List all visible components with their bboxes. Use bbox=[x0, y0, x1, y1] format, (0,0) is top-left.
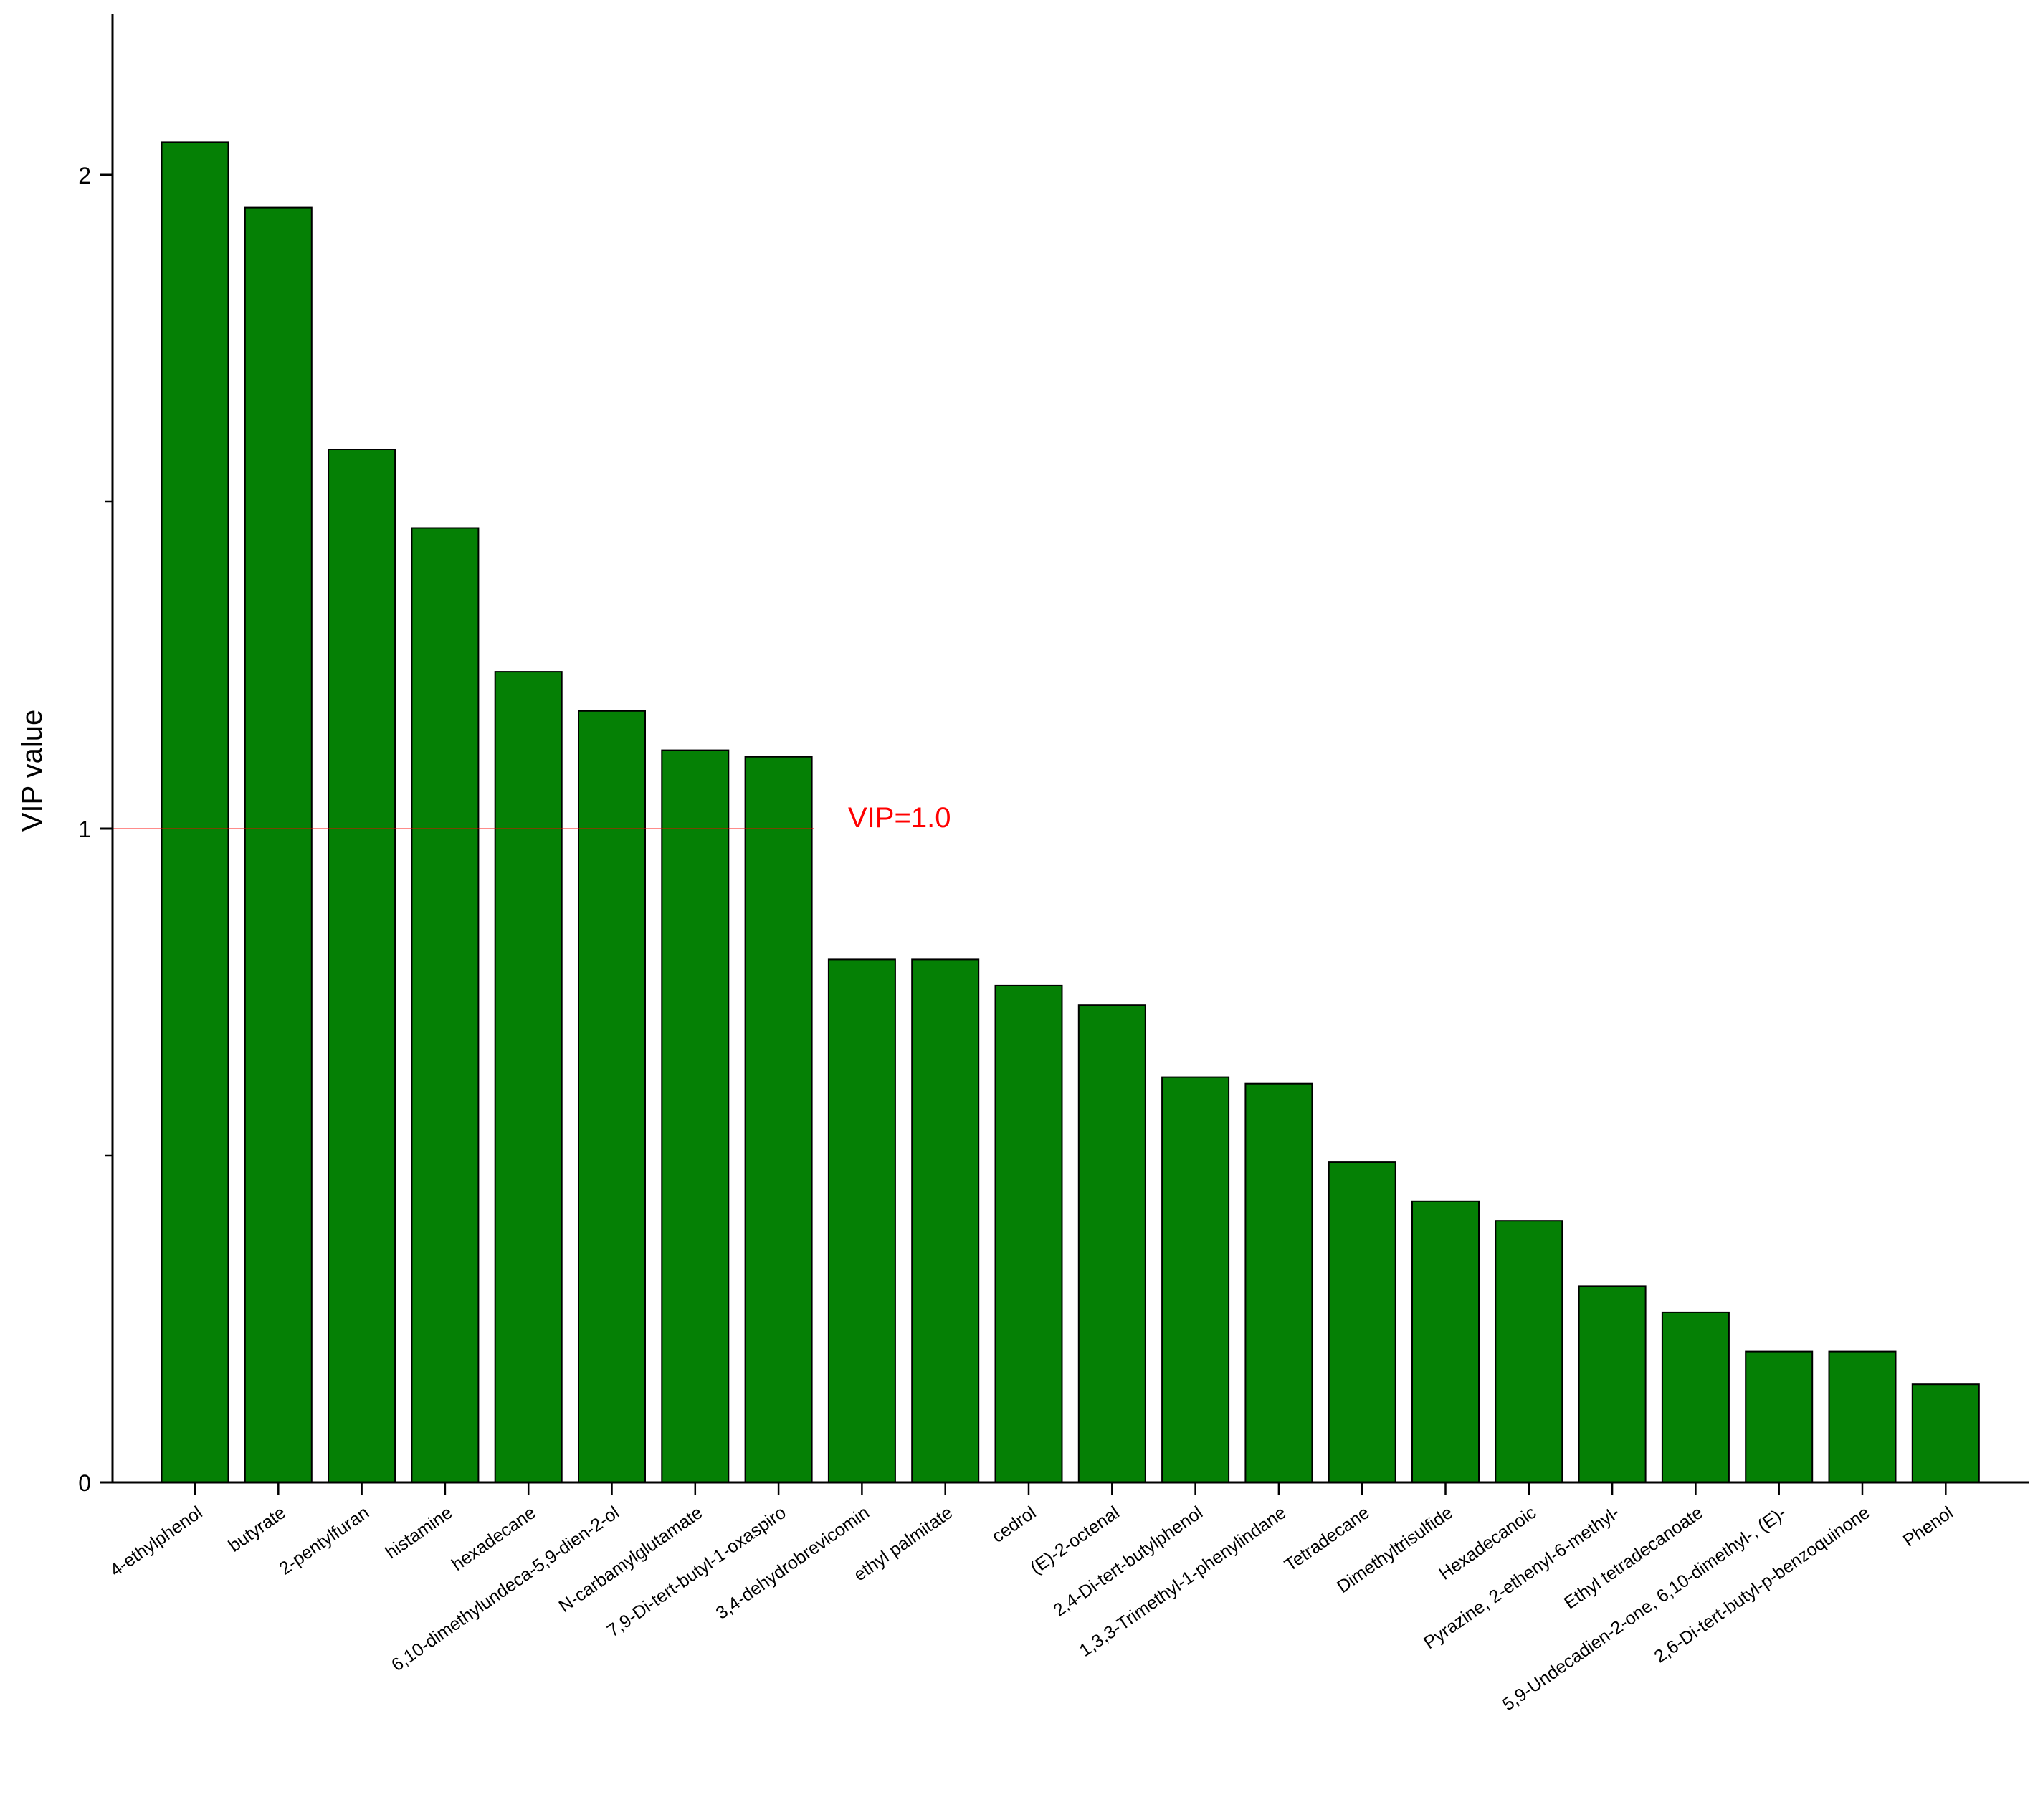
bar-2 bbox=[328, 449, 396, 1483]
x-tick-label: butyrate bbox=[225, 1502, 290, 1556]
bar-6 bbox=[661, 749, 730, 1483]
x-tick-label: histamine bbox=[382, 1502, 457, 1563]
bar-7 bbox=[744, 756, 813, 1483]
bar-9 bbox=[911, 958, 980, 1483]
bar-11 bbox=[1077, 1004, 1146, 1483]
y-tick-label: 0 bbox=[78, 1470, 91, 1496]
x-tick-label: cedrol bbox=[989, 1502, 1040, 1547]
bar-8 bbox=[827, 958, 896, 1483]
x-tick-label: N-carbamylglutamate bbox=[556, 1502, 707, 1616]
bars-group bbox=[161, 141, 1980, 1484]
x-tick-label: 4-ethylphenol bbox=[106, 1502, 206, 1581]
y-tick-label: 1 bbox=[78, 816, 91, 842]
bar-21 bbox=[1911, 1383, 1980, 1483]
bar-13 bbox=[1244, 1082, 1313, 1483]
bar-5 bbox=[578, 710, 646, 1483]
x-tick-label: 5,9-Undecadien-2-one, 6,10-dimethyl-, (E… bbox=[1499, 1502, 1790, 1715]
bar-19 bbox=[1745, 1350, 1814, 1483]
bar-14 bbox=[1328, 1161, 1396, 1483]
y-ticks-group: 0 1 2 bbox=[78, 163, 113, 1496]
y-axis-label: VIP value bbox=[16, 710, 48, 832]
x-tick-label: 2-pentylfuran bbox=[275, 1502, 373, 1579]
x-tick-label: Ethyl tetradecanoate bbox=[1561, 1502, 1707, 1613]
bar-16 bbox=[1495, 1220, 1563, 1483]
y-tick-label: 2 bbox=[78, 163, 91, 189]
bar-17 bbox=[1578, 1285, 1647, 1484]
bar-10 bbox=[994, 984, 1063, 1483]
x-tick-label: 3,4-dehydrobrevicomin bbox=[712, 1502, 872, 1624]
bar-1 bbox=[244, 206, 313, 1484]
reference-line-label: VIP=1.0 bbox=[848, 802, 951, 834]
bar-0 bbox=[161, 141, 229, 1483]
axes-group bbox=[111, 14, 2029, 1484]
bar-12 bbox=[1161, 1076, 1230, 1483]
bar-20 bbox=[1828, 1350, 1897, 1483]
bar-15 bbox=[1411, 1200, 1480, 1484]
x-tick-label: 2,4-Di-tert-butylphenol bbox=[1049, 1502, 1206, 1621]
x-tick-label: Phenol bbox=[1900, 1502, 1957, 1551]
bar-3 bbox=[411, 527, 480, 1483]
bar-4 bbox=[494, 671, 563, 1483]
bar-18 bbox=[1661, 1311, 1730, 1484]
